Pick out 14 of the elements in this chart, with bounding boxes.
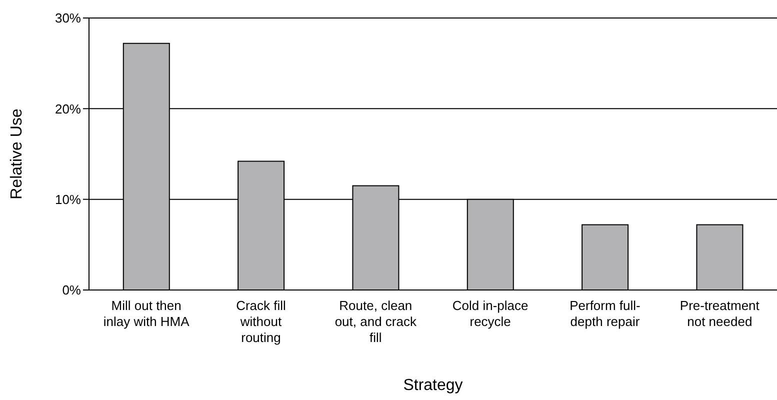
x-tick-label: Mill out then inlay with HMA <box>103 298 190 329</box>
x-axis-title: Strategy <box>403 377 463 394</box>
y-tick-label: 20% <box>54 101 82 116</box>
bar <box>582 224 629 290</box>
y-axis-title: Relative Use <box>8 108 26 200</box>
x-tick-label: Cold in-place recycle <box>452 298 528 329</box>
x-tick-label: Route, clean out, and crack fill <box>334 298 417 345</box>
y-tick-label: 10% <box>54 192 82 207</box>
y-tick-label: 0% <box>62 282 82 298</box>
y-tick-label: 30% <box>54 10 82 26</box>
x-tick-label: Crack fill without routing <box>236 298 286 345</box>
bar <box>696 224 744 290</box>
x-tick-label: Perform full-depth repair <box>570 298 640 329</box>
x-tick-label: Pre-treatment not needed <box>680 298 760 329</box>
